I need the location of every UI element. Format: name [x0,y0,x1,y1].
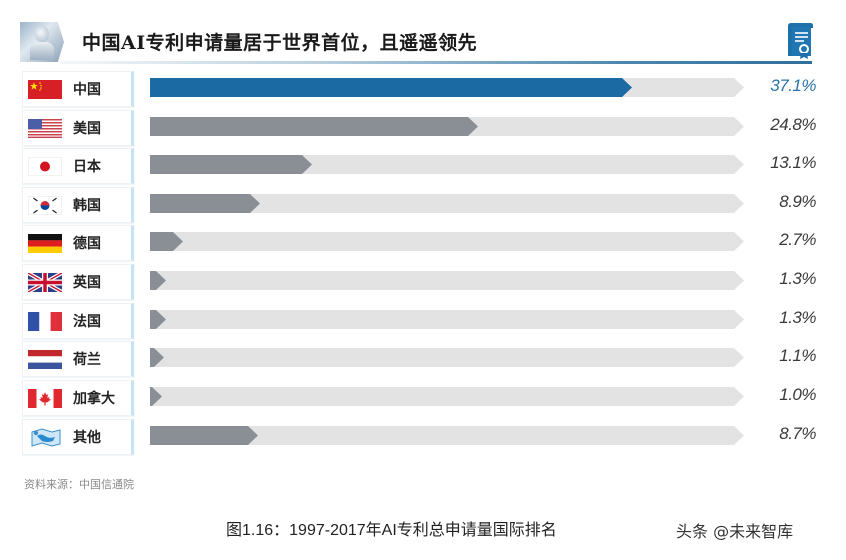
country-label-box: 加拿大 [22,380,134,416]
country-name: 法国 [73,314,101,330]
chart-header: 中国AI专利申请量居于世界首位，且遥遥领先 [20,20,820,64]
bar-track [150,426,744,445]
country-name: 荷兰 [73,352,101,368]
bar-track [150,310,744,329]
bar-fill [150,78,632,97]
bar-track [150,348,744,367]
robot-illustration [20,22,64,62]
value-label: 24.8% [770,115,816,134]
value-label: 8.9% [779,192,816,211]
bar-fill [150,310,166,329]
bar-track [150,194,744,213]
country-name: 日本 [73,159,101,175]
bar-row: 美国 24.8% [0,110,846,148]
bar-fill [150,194,260,213]
canada-flag-icon [28,389,62,408]
robot-head [35,26,49,42]
country-name: 加拿大 [73,391,115,407]
bar-row: 其他 8.7% [0,419,846,457]
country-label-box: 日本 [22,148,134,184]
value-label: 37.1% [770,76,816,95]
bar-fill [150,232,183,251]
bar-row: 日本 13.1% [0,148,846,186]
value-label: 1.3% [779,269,816,288]
korea-flag-icon [28,196,62,215]
country-label-box: 其他 [22,419,134,455]
source-note: 资料来源：中国信通院 [24,478,134,491]
bar-row: 中国 37.1% [0,71,846,109]
country-label-box: 英国 [22,264,134,300]
country-name: 英国 [73,275,101,291]
value-label: 13.1% [770,153,816,172]
robot-body [30,42,54,60]
bar-track [150,155,744,174]
country-name: 韩国 [73,198,101,214]
bar-track [150,117,744,136]
bar-track [150,387,744,406]
country-label-box: 美国 [22,110,134,146]
country-label-box: 韩国 [22,187,134,223]
bar-track [150,78,744,97]
country-name: 美国 [73,121,101,137]
netherlands-flag-icon [28,350,62,369]
bar-fill [150,348,164,367]
country-label-box: 中国 [22,71,134,107]
bar-row: 韩国 8.9% [0,187,846,225]
country-label-box: 德国 [22,225,134,261]
country-label-box: 荷兰 [22,341,134,377]
bar-fill [150,117,478,136]
country-name: 中国 [73,82,101,98]
value-label: 2.7% [779,230,816,249]
france-flag-icon [28,312,62,331]
usa-flag-icon [28,119,62,138]
germany-flag-icon [28,234,62,253]
bar-fill [150,271,166,290]
value-label: 8.7% [779,424,816,443]
watermark: 头条 @未来智库 [676,522,794,541]
value-label: 1.0% [779,385,816,404]
bar-row: 英国 1.3% [0,264,846,302]
bar-row: 加拿大 1.0% [0,380,846,418]
figure-caption: 图1.16：1997-2017年AI专利总申请量国际排名 [226,522,557,539]
uk-flag-icon [28,273,62,292]
bar-fill [150,426,258,445]
value-label: 1.1% [779,346,816,365]
bar-row: 法国 1.3% [0,303,846,341]
japan-flag-icon [28,157,62,176]
bar-row: 德国 2.7% [0,225,846,263]
world-map-icon [28,428,62,447]
certificate-icon [788,23,813,59]
country-name: 德国 [73,236,101,252]
country-label-box: 法国 [22,303,134,339]
bar-track [150,271,744,290]
bar-row: 荷兰 1.1% [0,341,846,379]
chart-title: 中国AI专利申请量居于世界首位，且遥遥领先 [82,32,478,54]
bar-fill [150,387,162,406]
title-underline [60,61,812,64]
china-flag-icon [28,80,62,99]
bar-fill [150,155,312,174]
country-name: 其他 [73,430,101,446]
bar-track [150,232,744,251]
value-label: 1.3% [779,308,816,327]
